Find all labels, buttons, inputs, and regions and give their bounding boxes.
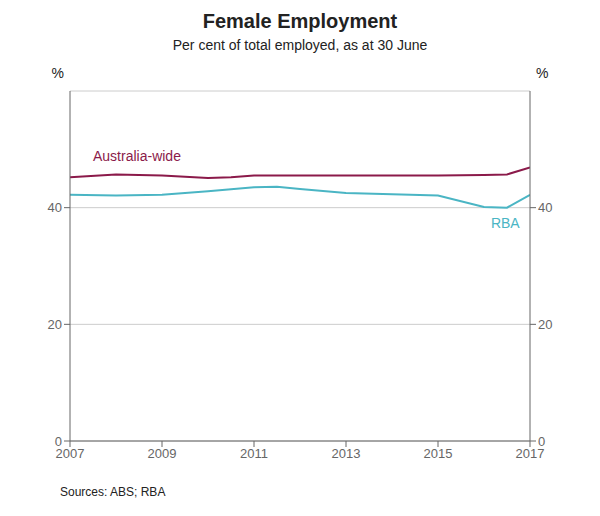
html-text:Female Employment: Female Employment xyxy=(202,10,398,32)
svg-text:40: 40 xyxy=(538,200,552,215)
svg-text:40: 40 xyxy=(48,200,62,215)
svg-text:2009: 2009 xyxy=(148,446,177,461)
svg-text:2017: 2017 xyxy=(515,446,545,462)
svg-text:0: 0 xyxy=(55,434,62,449)
svg-text:2013: 2013 xyxy=(332,446,361,461)
svg-text:0: 0 xyxy=(538,434,545,449)
svg-text:2015: 2015 xyxy=(424,446,453,461)
svg-text:20: 20 xyxy=(48,317,62,332)
html-text:Per cent of total employed, as: Per cent of total employed, as at 30 Jun… xyxy=(172,37,428,53)
svg-text:2007: 2007 xyxy=(55,446,85,462)
svg-text:2011: 2011 xyxy=(240,446,268,461)
svg-text:20: 20 xyxy=(538,317,552,332)
html-text:Sources: ABS; RBA: Sources: ABS; RBA xyxy=(60,485,166,499)
svg-text:Australia-wide: Australia-wide xyxy=(93,148,181,164)
svg-text:RBA: RBA xyxy=(491,215,520,231)
